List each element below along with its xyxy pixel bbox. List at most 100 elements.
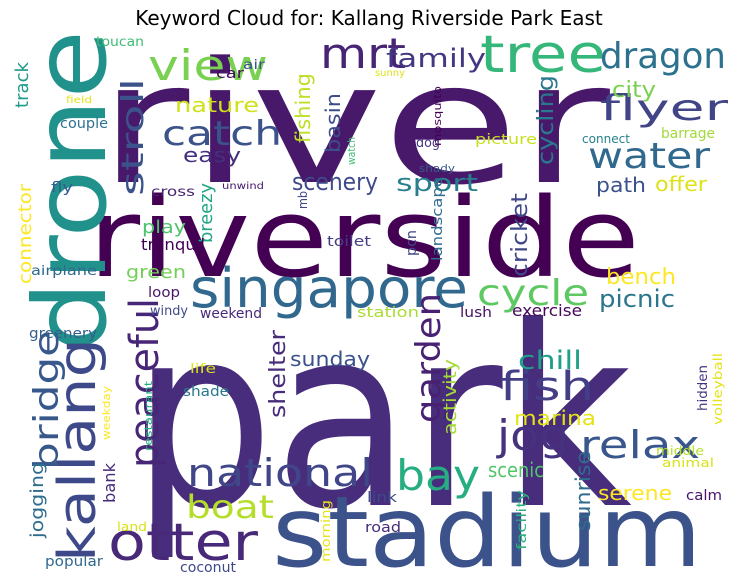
word-toucan: toucan bbox=[96, 35, 144, 50]
word-road: road bbox=[365, 520, 401, 536]
word-cycling: cycling bbox=[534, 75, 559, 165]
word-mosquito: mosquito bbox=[431, 86, 444, 146]
word-air: air bbox=[243, 58, 266, 73]
word-play: play bbox=[142, 217, 186, 238]
word-mrt: mrt bbox=[320, 29, 406, 78]
word-offer: offer bbox=[655, 172, 708, 196]
word-restaurant: restaurant bbox=[142, 380, 155, 451]
word-track: track bbox=[12, 61, 33, 108]
word-tree: tree bbox=[480, 25, 606, 85]
word-bay: bay bbox=[396, 451, 480, 500]
word-connector: connector bbox=[15, 183, 36, 284]
word-path: path bbox=[596, 173, 646, 197]
word-chill: chill bbox=[518, 346, 582, 376]
word-dog: dog bbox=[416, 136, 440, 151]
word-mb: mb bbox=[296, 191, 310, 209]
word-park: park bbox=[132, 273, 632, 564]
word-exercise: exercise bbox=[512, 301, 582, 320]
word-peaceful: peaceful bbox=[122, 298, 168, 468]
word-garden: garden bbox=[409, 293, 449, 423]
word-cross: cross bbox=[151, 185, 195, 200]
word-stadium: stadium bbox=[272, 476, 702, 583]
word-landscape: landscape bbox=[430, 177, 446, 261]
word-river: river bbox=[98, 26, 611, 222]
word-dragon: dragon bbox=[600, 36, 726, 77]
word-jogging: jogging bbox=[27, 462, 48, 539]
word-serene: serene bbox=[598, 481, 672, 505]
word-barrage: barrage bbox=[661, 126, 715, 142]
word-station: station bbox=[357, 305, 419, 321]
word-stroll: stroll bbox=[116, 78, 151, 196]
word-catch: catch bbox=[162, 114, 282, 154]
word-volleyball: volleyball bbox=[711, 353, 725, 425]
word-city: city bbox=[612, 78, 656, 103]
word-national: national bbox=[187, 451, 373, 495]
word-weekend: weekend bbox=[200, 306, 262, 322]
word-field: field bbox=[66, 95, 92, 106]
word-animal: animal bbox=[662, 456, 714, 470]
word-greenery: greenery bbox=[29, 326, 97, 342]
word-pcn: pcn bbox=[404, 230, 420, 256]
word-connect: connect bbox=[582, 132, 630, 146]
word-lush: lush bbox=[460, 305, 492, 321]
word-picnic: picnic bbox=[599, 285, 675, 313]
word-green: green bbox=[126, 262, 186, 283]
word-bridge: bridge bbox=[27, 330, 67, 470]
word-sunday: sunday bbox=[290, 347, 370, 371]
word-cricket: cricket bbox=[508, 193, 533, 277]
word-shady: shady bbox=[419, 162, 456, 175]
word-fly: fly bbox=[51, 180, 73, 196]
word-basin: basin bbox=[321, 93, 345, 153]
word-life: life bbox=[190, 362, 216, 377]
word-breezy: breezy bbox=[196, 183, 217, 243]
word-shelter: shelter bbox=[266, 329, 291, 418]
word-calm: calm bbox=[686, 488, 722, 504]
word-nature: nature bbox=[175, 93, 259, 117]
word-easy: easy bbox=[183, 143, 241, 167]
word-airplane: airplane bbox=[31, 264, 97, 279]
word-view: view bbox=[148, 41, 268, 90]
word-shade: shade bbox=[183, 384, 229, 400]
word-sunrise: sunrise bbox=[571, 451, 595, 531]
word-toilet: toilet bbox=[327, 234, 372, 250]
word-activity: activity bbox=[440, 359, 461, 435]
word-land: land bbox=[117, 520, 147, 534]
word-couple: couple bbox=[60, 116, 108, 132]
word-coconut: coconut bbox=[180, 560, 237, 576]
word-drone: drone bbox=[12, 30, 129, 352]
word-fishing: fishing bbox=[291, 73, 315, 143]
word-bench: bench bbox=[606, 265, 676, 290]
word-fish: fish bbox=[500, 364, 594, 410]
word-jog: jog bbox=[496, 411, 569, 460]
word-kallang: kallang bbox=[48, 338, 108, 562]
word-link: link bbox=[367, 490, 398, 506]
word-scenic: scenic bbox=[488, 458, 544, 482]
word-cycle: cycle bbox=[477, 273, 589, 314]
word-boat: boat bbox=[186, 488, 274, 526]
word-family: family bbox=[386, 44, 486, 74]
word-loop: loop bbox=[148, 285, 180, 301]
word-sport: sport bbox=[396, 169, 478, 197]
word-morning: morning bbox=[319, 500, 333, 562]
word-bank: bank bbox=[100, 462, 119, 503]
word-facility: facility bbox=[515, 490, 530, 550]
word-windy: windy bbox=[150, 304, 188, 319]
word-otter: otter bbox=[108, 513, 259, 573]
chart-title: Keyword Cloud for: Kallang Riverside Par… bbox=[135, 6, 603, 30]
word-relax: relax bbox=[580, 423, 700, 467]
word-scenery: scenery bbox=[292, 168, 378, 196]
word-tranquil: tranquil bbox=[141, 235, 205, 254]
word-watch: watch bbox=[345, 137, 358, 165]
word-sunny: sunny bbox=[375, 68, 405, 79]
word-car: car bbox=[216, 66, 244, 82]
word-singapore: singapore bbox=[190, 257, 468, 320]
word-middle: middle bbox=[656, 444, 704, 458]
word-picture: picture bbox=[475, 132, 537, 148]
word-hidden: hidden bbox=[696, 365, 711, 411]
word-unwind: unwind bbox=[222, 181, 264, 192]
word-weekday: weekday bbox=[100, 385, 113, 440]
word-marina: marina bbox=[514, 406, 596, 430]
word-popular: popular bbox=[45, 554, 103, 570]
word-riverside: riverside bbox=[88, 174, 640, 302]
